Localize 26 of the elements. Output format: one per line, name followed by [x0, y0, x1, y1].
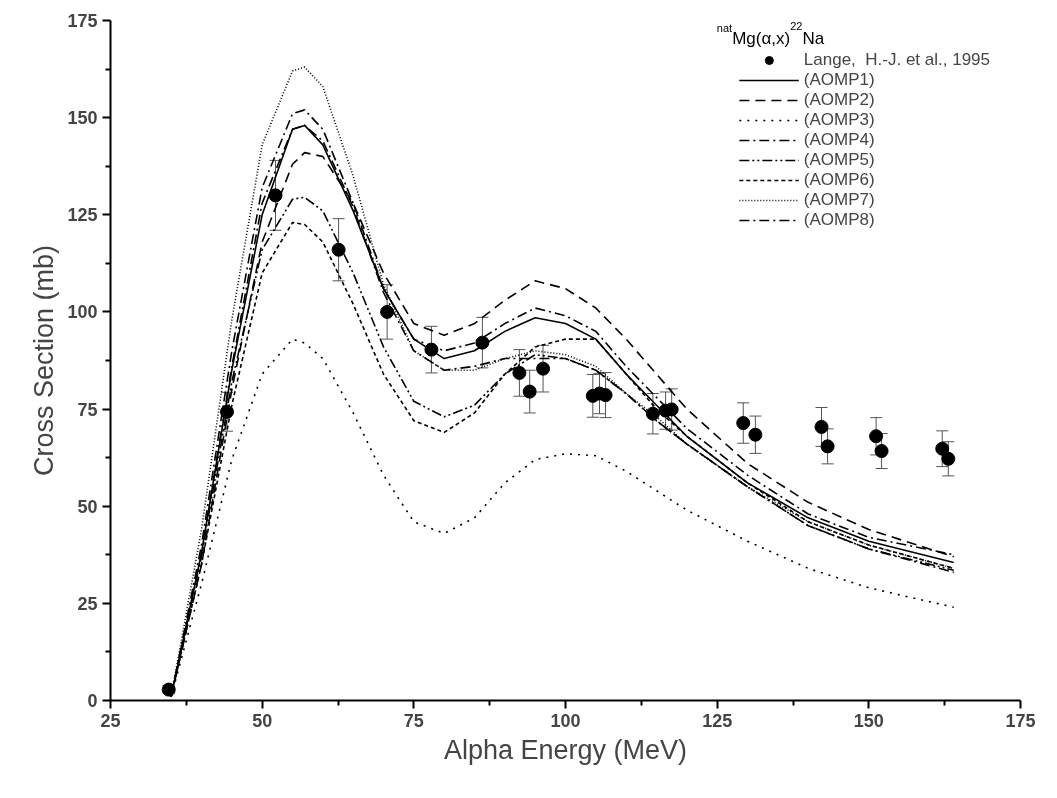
legend-label: (AOMP3) [803, 110, 875, 130]
legend-label: (AOMP5) [803, 150, 875, 170]
y-tick-label: 150 [67, 108, 98, 129]
y-tick-label: 100 [67, 302, 98, 323]
legend-label: Lange, H.-J. et al., 1995 [803, 50, 990, 70]
x-tick-label: 150 [853, 710, 884, 731]
y-tick-label: 50 [77, 496, 98, 517]
x-tick-label: 50 [252, 710, 273, 731]
legend-label: (AOMP7) [803, 190, 875, 210]
y-tick-label: 75 [77, 399, 98, 420]
x-axis-title: Alpha Energy (MeV) [443, 734, 688, 765]
legend-label: (AOMP1) [803, 70, 875, 90]
x-tick-label: 125 [702, 710, 733, 731]
x-tick-label: 25 [100, 710, 121, 731]
legend-label: (AOMP6) [803, 170, 875, 190]
y-tick-label: 175 [67, 11, 98, 31]
y-tick-label: 25 [77, 593, 98, 614]
x-tick-label: 100 [550, 710, 581, 731]
legend-label: (AOMP2) [803, 90, 875, 110]
y-tick-label: 0 [87, 691, 98, 711]
x-tick-label: 175 [1005, 710, 1036, 731]
y-axis-title: Cross Section (mb) [29, 244, 60, 477]
legend-label: (AOMP8) [803, 210, 875, 230]
x-tick-label: 75 [403, 710, 424, 731]
legend-label: (AOMP4) [803, 130, 875, 150]
y-tick-label: 125 [67, 205, 98, 226]
